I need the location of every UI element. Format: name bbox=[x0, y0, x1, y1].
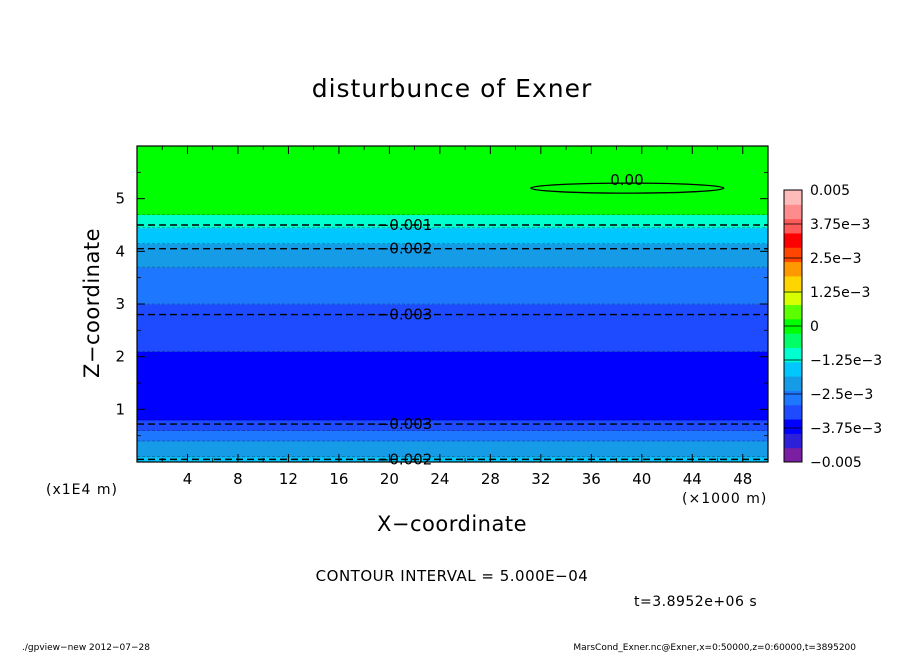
colorbar-swatch bbox=[784, 447, 802, 463]
contour-label: −0.001 bbox=[377, 216, 433, 234]
colorbar-swatch bbox=[784, 275, 802, 291]
colorbar-tick-label: 2.5e−3 bbox=[810, 251, 862, 267]
x-axis-label: X−coordinate bbox=[377, 512, 527, 536]
contour-band bbox=[137, 456, 768, 463]
colorbar-swatch bbox=[784, 404, 802, 420]
y-unit-label: (x1E4 m) bbox=[46, 482, 118, 498]
footer-right: MarsCond_Exner.nc@Exner,x=0:50000,z=0:60… bbox=[573, 643, 856, 653]
x-tick-label: 48 bbox=[733, 470, 752, 488]
colorbar-swatch bbox=[784, 218, 802, 234]
colorbar-swatch bbox=[784, 419, 802, 434]
colorbar-swatch bbox=[784, 361, 802, 377]
colorbar-tick-label: −3.75e−3 bbox=[810, 421, 882, 437]
y-tick-label: 1 bbox=[115, 400, 125, 418]
contour-band bbox=[137, 243, 768, 268]
x-tick-label: 12 bbox=[279, 470, 298, 488]
colorbar-tick-label: −0.005 bbox=[810, 455, 862, 471]
colorbar-swatch bbox=[784, 433, 802, 449]
x-unit-label: (×1000 m) bbox=[682, 491, 768, 507]
colorbar-tick-label: 0.005 bbox=[810, 183, 850, 199]
colorbar-swatch bbox=[784, 290, 802, 306]
x-tick-label: 4 bbox=[183, 470, 193, 488]
x-tick-label: 44 bbox=[683, 470, 702, 488]
contour-band bbox=[137, 267, 768, 305]
contour-band bbox=[137, 430, 768, 442]
x-tick-label: 28 bbox=[481, 470, 500, 488]
colorbar-swatch bbox=[784, 347, 802, 363]
colorbar-swatch bbox=[784, 333, 802, 348]
x-tick-label: 24 bbox=[430, 470, 449, 488]
contour-band bbox=[137, 214, 768, 229]
colorbar-swatch bbox=[784, 304, 802, 320]
colorbar-swatch bbox=[784, 190, 802, 205]
colorbar-tick-label: −1.25e−3 bbox=[810, 353, 882, 369]
x-tick-label: 16 bbox=[329, 470, 348, 488]
x-tick-label: 40 bbox=[632, 470, 651, 488]
contour-label: 0.00 bbox=[610, 171, 643, 189]
contour-label: −0.003 bbox=[377, 415, 433, 433]
contour-label: −0.002 bbox=[377, 240, 433, 258]
colorbar-swatch bbox=[784, 204, 802, 220]
y-tick-label: 2 bbox=[115, 348, 125, 366]
colorbar-tick-label: 0 bbox=[810, 319, 819, 335]
contour-band bbox=[137, 227, 768, 244]
x-tick-label: 32 bbox=[531, 470, 550, 488]
y-tick-label: 5 bbox=[115, 190, 125, 208]
colorbar-tick-label: 1.25e−3 bbox=[810, 285, 870, 301]
y-tick-label: 3 bbox=[115, 295, 125, 313]
y-tick-label: 4 bbox=[115, 242, 125, 260]
contour-label: −0.002 bbox=[377, 450, 433, 468]
colorbar-swatch bbox=[784, 376, 802, 391]
footer-left: ./gpview−new 2012−07−28 bbox=[22, 643, 150, 653]
contour-band bbox=[137, 351, 768, 421]
chart-title: disturbunce of Exner bbox=[311, 74, 593, 103]
contour-interval-text: CONTOUR INTERVAL = 5.000E−04 bbox=[315, 567, 589, 585]
x-tick-label: 8 bbox=[233, 470, 243, 488]
contour-band bbox=[137, 440, 768, 458]
contour-band bbox=[137, 419, 768, 431]
colorbar-swatch bbox=[784, 390, 802, 406]
colorbar-swatch bbox=[784, 247, 802, 263]
x-tick-label: 36 bbox=[582, 470, 601, 488]
contour-band bbox=[137, 304, 768, 352]
contour-label: −0.003 bbox=[377, 306, 433, 324]
contour-band bbox=[137, 146, 768, 215]
contour-line-solid bbox=[530, 182, 725, 194]
colorbar-swatch bbox=[784, 261, 802, 277]
x-tick-label: 20 bbox=[380, 470, 399, 488]
colorbar-swatch bbox=[784, 232, 802, 248]
colorbar-tick-label: 3.75e−3 bbox=[810, 217, 870, 233]
time-stamp: t=3.8952e+06 s bbox=[634, 594, 758, 610]
colorbar-tick-label: −2.5e−3 bbox=[810, 387, 873, 403]
